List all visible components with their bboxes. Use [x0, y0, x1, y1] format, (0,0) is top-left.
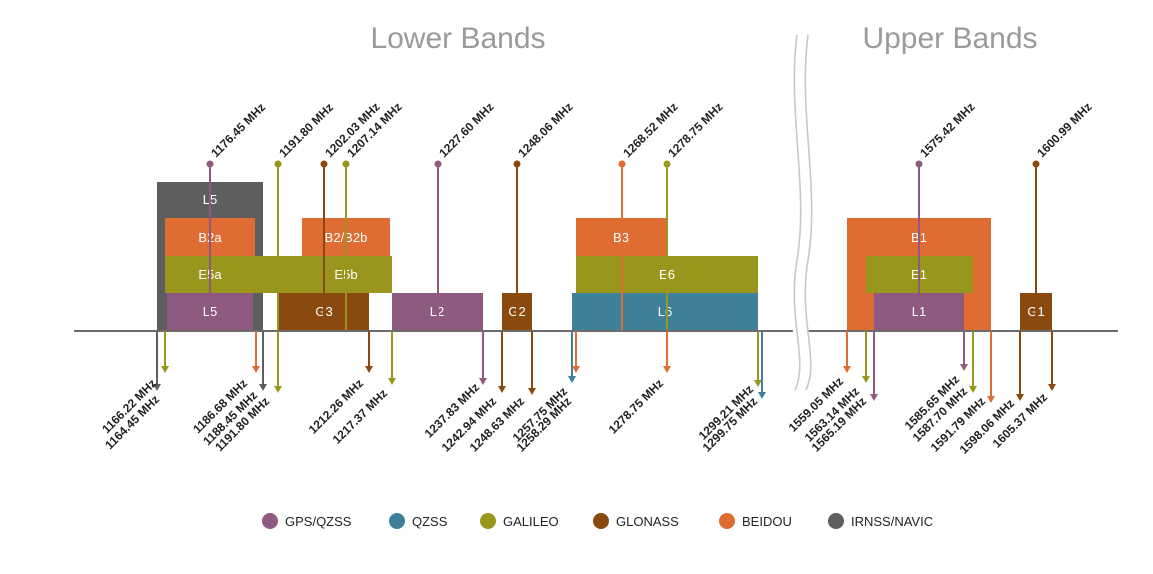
edge-marker-arrow	[870, 394, 878, 401]
edge-marker-arrow	[960, 364, 968, 371]
edge-marker-arrow	[388, 378, 396, 385]
legend-label: GALILEO	[503, 514, 559, 529]
edge-marker-arrow	[479, 378, 487, 385]
band-e5b-galileo	[263, 256, 392, 293]
legend-swatch	[262, 513, 278, 529]
legend-label: BEIDOU	[742, 514, 792, 529]
center-marker-dot	[434, 160, 442, 168]
legend-item-galileo: GALILEO	[480, 513, 559, 529]
edge-marker-arrow	[528, 388, 536, 395]
edge-marker-arrow	[843, 366, 851, 373]
center-marker-dot	[1032, 160, 1040, 168]
legend-swatch	[389, 513, 405, 529]
band-e5a-galileo	[165, 256, 263, 293]
edge-marker-arrow	[663, 366, 671, 373]
edge-frequency-label: 1278.75 MHz	[606, 376, 666, 436]
lower-bands-title: Lower Bands	[370, 22, 545, 55]
legend-swatch	[828, 513, 844, 529]
center-frequency-label: 1176.45 MHz	[208, 100, 268, 160]
edge-marker-arrow	[252, 366, 260, 373]
edge-marker-arrow	[568, 376, 576, 383]
edge-marker-arrow	[758, 392, 766, 399]
legend-item-glonass: GLONASS	[593, 513, 679, 529]
legend: GPS/QZSS QZSS GALILEO GLONASS BEIDOU IRNSS/NA…	[262, 513, 933, 529]
band-l6-qzss	[572, 293, 758, 331]
legend-item-beidou: BEIDOU	[719, 513, 792, 529]
center-marker-dot	[915, 160, 923, 168]
center-frequency-label: 1600.99 MHz	[1034, 100, 1094, 160]
center-marker-dot	[618, 160, 626, 168]
band-label: L6	[658, 304, 672, 319]
legend-label: GPS/QZSS	[285, 514, 352, 529]
center-marker-dot	[206, 160, 214, 168]
legend-item-qzss: QZSS	[389, 513, 448, 529]
center-marker-dot	[513, 160, 521, 168]
edge-marker-arrow	[1048, 384, 1056, 391]
legend-item-irnss: IRNSS/NAVIC	[828, 513, 933, 529]
center-frequency-label: 1575.42 MHz	[917, 100, 977, 160]
legend-swatch	[719, 513, 735, 529]
legend-item-gps: GPS/QZSS	[262, 513, 352, 529]
legend-label: IRNSS/NAVIC	[851, 514, 933, 529]
axis-break-icon	[790, 34, 813, 393]
edge-marker-arrow	[572, 366, 580, 373]
edge-marker-arrow	[498, 386, 506, 393]
upper-bands-title: Upper Bands	[862, 22, 1037, 55]
edge-marker-arrow	[862, 376, 870, 383]
center-frequency-label: 1227.60 MHz	[436, 100, 496, 160]
center-marker-dot	[320, 160, 328, 168]
legend-label: QZSS	[412, 514, 448, 529]
legend-swatch	[480, 513, 496, 529]
center-marker-dot	[342, 160, 350, 168]
edge-marker-arrow	[161, 366, 169, 373]
center-marker-dot	[274, 160, 282, 168]
center-marker-dot	[663, 160, 671, 168]
edge-marker-arrow	[153, 384, 161, 391]
center-frequency-label: 1248.06 MHz	[515, 100, 575, 160]
edge-marker-arrow	[274, 386, 282, 393]
legend-swatch	[593, 513, 609, 529]
legend-label: GLONASS	[616, 514, 679, 529]
edge-marker-arrow	[987, 396, 995, 403]
edge-marker-arrow	[365, 366, 373, 373]
edge-marker-arrow	[1016, 394, 1024, 401]
edge-marker-arrow	[754, 380, 762, 387]
edge-marker-arrow	[969, 386, 977, 393]
bands-layer: L5B2aB2/B2bE5aE5bL5G3L2G2B3E6L6B1E1L1G1	[157, 182, 1052, 331]
edge-marker-arrow	[259, 384, 267, 391]
